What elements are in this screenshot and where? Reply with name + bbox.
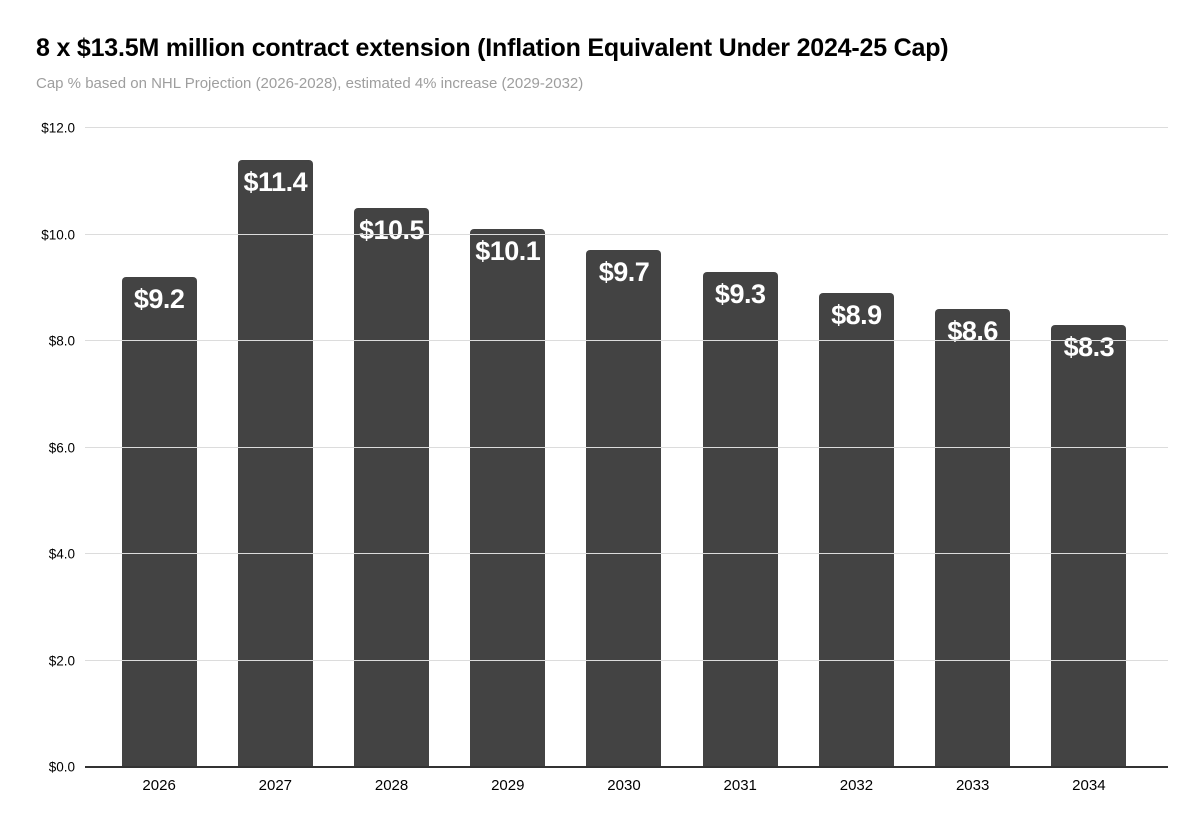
bar: $9.3 (702, 271, 778, 767)
bar-label: $10.1 (475, 236, 541, 267)
x-tick-label: 2027 (258, 777, 293, 794)
bar-label: $11.4 (243, 166, 308, 197)
bar-band: $8.6 (915, 128, 1031, 767)
y-tick-label: $4.0 (48, 546, 75, 562)
x-tick-label: 2034 (1072, 777, 1106, 794)
x-tick-label: 2028 (374, 777, 409, 794)
bar-label: $9.2 (133, 284, 185, 315)
bar: $10.5 (354, 207, 430, 767)
bar-band: $10.1 (450, 128, 566, 767)
y-tick-label: $0.0 (48, 759, 75, 775)
bar-band: $10.5 (333, 128, 449, 767)
bar-label: $8.3 (1063, 332, 1115, 363)
gridline (85, 233, 1168, 235)
x-tick-label: 2033 (955, 777, 990, 794)
y-axis: $0.0 $2.0 $4.0 $6.0 $8.0 $10.0 $12.0 (0, 121, 75, 775)
bar: $8.9 (818, 293, 894, 767)
bars-row: $9.2 $11.4 $10.5 $10.1 $9.7 $9.3 $8.9 $8.6 $8.3 (85, 128, 1168, 767)
bar-band: $8.3 (1031, 128, 1147, 767)
gridline (85, 340, 1168, 341)
y-tick-label: $6.0 (48, 440, 75, 455)
bar-band: $9.7 (566, 128, 682, 767)
bar-band: $9.2 (101, 128, 217, 767)
x-tick-label: 2029 (491, 777, 525, 794)
bar-label: $9.7 (598, 257, 650, 288)
gridline (85, 446, 1168, 448)
x-axis: 2026 2027 2028 2029 2030 2031 2032 2033 2034 (85, 777, 1168, 794)
gridline (85, 127, 1168, 128)
y-tick-label: $2.0 (48, 653, 75, 668)
y-tick-label: $12.0 (41, 120, 75, 136)
x-tick-label: 2031 (723, 777, 757, 794)
bar-label: $10.5 (359, 214, 425, 245)
bar: $10.1 (470, 229, 546, 767)
x-tick-label: 2026 (142, 777, 176, 794)
bar: $9.7 (586, 250, 662, 767)
bar-label: $8.6 (947, 316, 998, 347)
gridline (85, 553, 1168, 554)
bar: $11.4 (237, 159, 313, 767)
y-tick-label: $10.0 (41, 227, 75, 242)
bar-band: $8.9 (798, 128, 914, 767)
y-tick-label: $8.0 (48, 333, 75, 349)
x-tick-label: 2030 (607, 777, 641, 794)
x-tick-label: 2032 (839, 777, 874, 794)
chart-header: 8 x $13.5M million contract extension (I… (36, 34, 949, 92)
bar-label: $9.3 (714, 278, 766, 309)
bar: $8.6 (935, 309, 1011, 767)
bar: $9.2 (121, 277, 197, 767)
chart-title: 8 x $13.5M million contract extension (I… (36, 34, 949, 62)
x-axis-line (85, 766, 1168, 768)
bar-band: $9.3 (682, 128, 798, 767)
gridline (85, 659, 1168, 661)
bar-label: $8.9 (831, 300, 882, 331)
bar: $8.3 (1051, 325, 1127, 767)
plot-area: $9.2 $11.4 $10.5 $10.1 $9.7 $9.3 $8.9 $8.6 $8.3 (85, 127, 1168, 768)
chart-subtitle: Cap % based on NHL Projection (2026-2028… (36, 75, 584, 92)
bar-band: $11.4 (217, 128, 333, 767)
